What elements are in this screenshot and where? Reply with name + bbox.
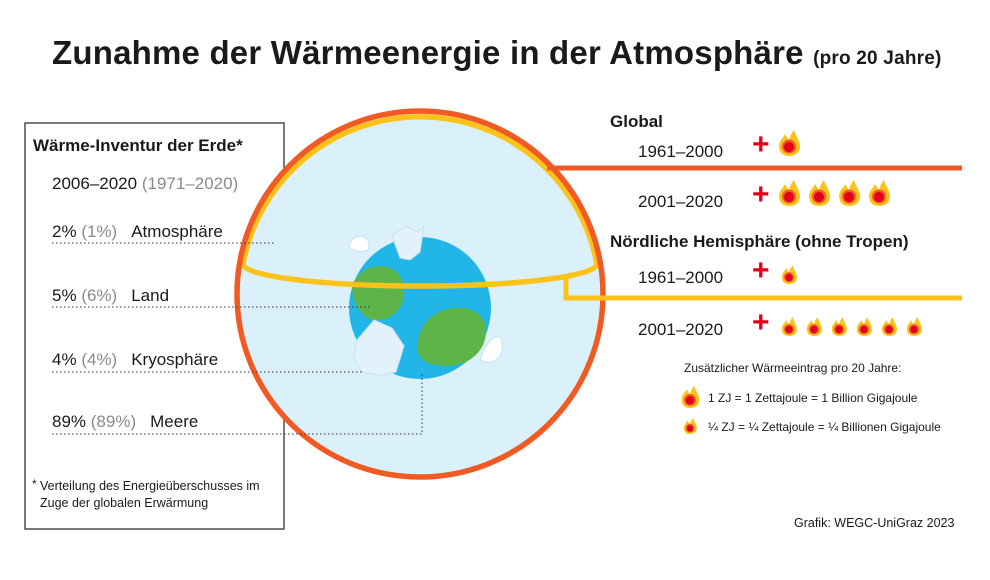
north-connector — [563, 274, 962, 301]
row-pct: 2% — [52, 222, 77, 241]
inventory-period: 2006–2020 (1971–2020) — [52, 174, 238, 194]
ice-floe-south — [353, 319, 405, 377]
global-period-2: 2001–2020 — [638, 192, 724, 211]
inventory-row-land: 5% (6%) Land — [52, 286, 169, 306]
inventory-footnote: * Verteilung des Energieüberschusses im Z… — [32, 477, 280, 512]
legend-flame-quarter — [683, 417, 697, 434]
north-period-2: 2001–2020 — [638, 320, 724, 339]
leader-lines — [52, 242, 423, 435]
flame-icon — [681, 385, 700, 408]
plus-sign: + — [752, 128, 770, 161]
legend-full-text: 1 ZJ = 1 Zettajoule = 1 Billion Gigajoul… — [708, 391, 918, 405]
row-pct: 5% — [52, 286, 77, 305]
legend-quarter-text: ¼ ZJ = ¼ Zettajoule = ¼ Billionen Gigajo… — [708, 420, 941, 434]
flame-icon-small — [881, 317, 897, 336]
flame-icon — [809, 180, 830, 206]
flame-icon-small — [781, 317, 797, 336]
period-reference: (1971–2020) — [141, 174, 239, 193]
ice-floe-north — [391, 224, 425, 261]
row-ref: (4%) — [81, 350, 118, 369]
flame-icon-small — [781, 265, 797, 284]
plus-sign: + — [752, 254, 770, 287]
flame-row-global-2001 — [779, 180, 890, 206]
flame-icon-small — [683, 417, 697, 434]
footnote-star: * — [32, 477, 37, 491]
row-label: Atmosphäre — [131, 222, 223, 241]
global-heading: Global — [610, 112, 663, 131]
title-sub: (pro 20 Jahre) — [813, 48, 942, 69]
flame-row-north-2001 — [781, 317, 922, 336]
plus-sign: + — [752, 178, 770, 211]
inventory-title: Wärme-Inventur der Erde* — [33, 136, 243, 155]
ice-chunk-small — [348, 235, 370, 252]
global-period-1: 1961–2000 — [638, 142, 724, 161]
credit-line: Grafik: WEGC-UniGraz 2023 — [794, 516, 955, 530]
atmosphere-ring — [234, 108, 606, 480]
flame-icon-small — [831, 317, 847, 336]
row-pct: 89% — [52, 412, 87, 431]
row-ref: (89%) — [90, 412, 137, 431]
row-label: Kryosphäre — [131, 350, 219, 369]
flame-icon — [779, 130, 800, 156]
flame-icon-small — [906, 317, 922, 336]
flame-icon — [779, 180, 800, 206]
row-label: Land — [131, 286, 170, 305]
period-current: 2006–2020 — [52, 174, 138, 193]
title-main: Zunahme der Wärmeenergie in der Atmosphä… — [52, 34, 804, 71]
legend-flame-full — [681, 385, 700, 408]
flame-row-global-1961 — [779, 130, 800, 156]
plus-sign: + — [752, 306, 770, 339]
inventory-row-atmosphere: 2% (1%) Atmosphäre — [52, 222, 223, 242]
land-mass-right — [417, 307, 487, 366]
flame-icon — [839, 180, 860, 206]
hemisphere-outline — [240, 114, 600, 289]
row-ref: (6%) — [81, 286, 118, 305]
north-heading: Nördliche Hemisphäre (ohne Tropen) — [610, 232, 909, 251]
inventory-row-cryosphere: 4% (4%) Kryosphäre — [52, 350, 218, 370]
row-ref: (1%) — [81, 222, 118, 241]
flame-icon-small — [856, 317, 872, 336]
flame-row-north-1961 — [781, 265, 797, 284]
earth-globe — [348, 224, 504, 379]
flame-icon-small — [806, 317, 822, 336]
footnote-text: Verteilung des Energieüberschusses im Zu… — [40, 479, 260, 510]
north-period-1: 1961–2000 — [638, 268, 724, 287]
legend-heading: Zusätzlicher Wärmeeintrag pro 20 Jahre: — [684, 361, 902, 375]
row-label: Meere — [150, 412, 199, 431]
row-pct: 4% — [52, 350, 77, 369]
flame-icon — [869, 180, 890, 206]
inventory-row-oceans: 89% (89%) Meere — [52, 412, 198, 432]
page-title: Zunahme der Wärmeenergie in der Atmosphä… — [52, 34, 942, 72]
ice-chunk-right — [479, 335, 504, 363]
